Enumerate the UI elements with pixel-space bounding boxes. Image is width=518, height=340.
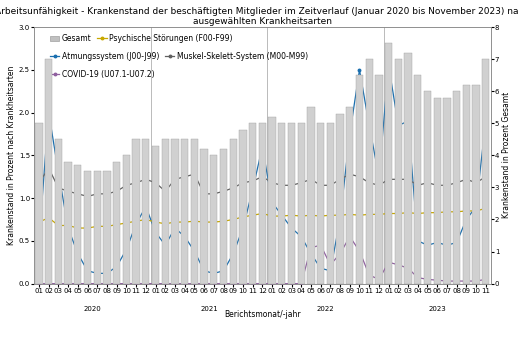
Bar xyxy=(434,98,441,284)
Bar xyxy=(229,139,237,284)
Bar xyxy=(307,107,314,284)
Bar xyxy=(317,123,324,284)
Bar xyxy=(424,91,431,284)
Bar xyxy=(395,59,402,284)
Bar xyxy=(356,75,363,284)
Bar xyxy=(443,98,451,284)
Bar xyxy=(268,117,276,284)
Bar xyxy=(74,165,81,284)
Legend: COVID-19 (U07.1-U07.2): COVID-19 (U07.1-U07.2) xyxy=(47,67,157,82)
Bar xyxy=(405,53,412,284)
Text: 2022: 2022 xyxy=(316,306,334,312)
Bar xyxy=(278,123,285,284)
Bar xyxy=(94,171,101,284)
Bar xyxy=(171,139,179,284)
Y-axis label: Krankenstand in Prozent nach Krankheitsarten: Krankenstand in Prozent nach Krankheitsa… xyxy=(7,66,16,245)
Bar xyxy=(375,75,383,284)
Text: 2020: 2020 xyxy=(83,306,102,312)
Y-axis label: Krankenstand in Prozent Gesamt: Krankenstand in Prozent Gesamt xyxy=(502,92,511,219)
Bar xyxy=(123,155,130,284)
Bar xyxy=(472,85,480,284)
Bar xyxy=(346,107,353,284)
Bar xyxy=(45,59,52,284)
Bar xyxy=(142,139,150,284)
Bar xyxy=(288,123,295,284)
Text: 2021: 2021 xyxy=(200,306,218,312)
Bar xyxy=(152,146,159,284)
Bar xyxy=(103,171,111,284)
Bar xyxy=(200,149,208,284)
Bar xyxy=(463,85,470,284)
Bar xyxy=(162,139,169,284)
Bar xyxy=(385,43,392,284)
Bar xyxy=(191,139,198,284)
Bar xyxy=(336,114,344,284)
Bar xyxy=(258,123,266,284)
Bar xyxy=(414,75,422,284)
Bar xyxy=(366,59,373,284)
Bar xyxy=(210,155,218,284)
Bar xyxy=(113,162,120,284)
Title: Arbeitsunfähigkeit - Krankenstand der beschäftigten Mitglieder im Zeitverlauf (J: Arbeitsunfähigkeit - Krankenstand der be… xyxy=(0,7,518,26)
Bar xyxy=(133,139,140,284)
Bar xyxy=(84,171,91,284)
Bar xyxy=(64,162,72,284)
Bar xyxy=(482,59,490,284)
Bar xyxy=(181,139,189,284)
X-axis label: Berichtsmonat/-jahr: Berichtsmonat/-jahr xyxy=(224,310,300,320)
Bar xyxy=(35,123,42,284)
Text: 2023: 2023 xyxy=(428,306,446,312)
Bar xyxy=(327,123,334,284)
Bar xyxy=(239,130,247,284)
Bar xyxy=(249,123,256,284)
Bar xyxy=(297,123,305,284)
Bar xyxy=(55,139,62,284)
Bar xyxy=(220,149,227,284)
Bar xyxy=(453,91,461,284)
